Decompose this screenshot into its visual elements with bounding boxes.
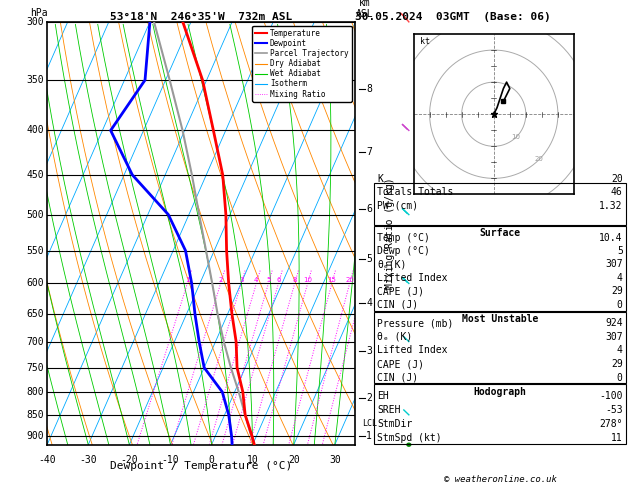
Text: 0: 0 <box>617 373 623 382</box>
Text: 15: 15 <box>328 278 337 283</box>
Text: 10: 10 <box>512 134 521 139</box>
Text: 30: 30 <box>329 455 341 465</box>
Text: Lifted Index: Lifted Index <box>377 273 448 283</box>
Text: Mixing Ratio (g/kg): Mixing Ratio (g/kg) <box>385 177 395 289</box>
X-axis label: Dewpoint / Temperature (°C): Dewpoint / Temperature (°C) <box>110 461 292 471</box>
Text: 300: 300 <box>26 17 44 27</box>
Text: 600: 600 <box>26 278 44 288</box>
Text: -30: -30 <box>79 455 97 465</box>
Text: 4: 4 <box>617 346 623 355</box>
Text: CIN (J): CIN (J) <box>377 373 418 382</box>
Text: PW (cm): PW (cm) <box>377 201 418 210</box>
Text: 8: 8 <box>366 84 372 94</box>
Text: 650: 650 <box>26 309 44 319</box>
Text: 400: 400 <box>26 125 44 136</box>
Text: Totals Totals: Totals Totals <box>377 187 454 197</box>
Text: 4: 4 <box>254 278 259 283</box>
Text: 700: 700 <box>26 337 44 347</box>
Text: 10: 10 <box>247 455 259 465</box>
Text: CAPE (J): CAPE (J) <box>377 286 425 296</box>
Text: 3: 3 <box>366 346 372 356</box>
Text: 350: 350 <box>26 75 44 85</box>
Text: StmDir: StmDir <box>377 419 413 429</box>
Text: θₑ (K): θₑ (K) <box>377 332 413 342</box>
Text: LCL: LCL <box>362 419 377 428</box>
Text: K: K <box>377 174 383 184</box>
Text: 46: 46 <box>611 187 623 197</box>
Text: 750: 750 <box>26 363 44 373</box>
Text: 29: 29 <box>611 359 623 369</box>
Text: -40: -40 <box>38 455 56 465</box>
Text: km
ASL: km ASL <box>356 0 374 19</box>
Text: Most Unstable: Most Unstable <box>462 314 538 324</box>
Text: hPa: hPa <box>30 8 48 17</box>
Text: © weatheronline.co.uk: © weatheronline.co.uk <box>443 474 557 484</box>
Text: 1: 1 <box>366 432 372 441</box>
Text: Temp (°C): Temp (°C) <box>377 233 430 243</box>
Text: -100: -100 <box>599 391 623 401</box>
Text: 8: 8 <box>292 278 297 283</box>
Text: StmSpd (kt): StmSpd (kt) <box>377 433 442 443</box>
Text: 4: 4 <box>366 298 372 308</box>
Legend: Temperature, Dewpoint, Parcel Trajectory, Dry Adiabat, Wet Adiabat, Isotherm, Mi: Temperature, Dewpoint, Parcel Trajectory… <box>252 26 352 102</box>
Text: 20: 20 <box>534 156 543 162</box>
Text: kt: kt <box>420 36 430 46</box>
Text: 5: 5 <box>366 254 372 264</box>
Text: -53: -53 <box>605 405 623 415</box>
Text: 10: 10 <box>303 278 312 283</box>
Text: 900: 900 <box>26 432 44 441</box>
Text: 30.05.2024  03GMT  (Base: 06): 30.05.2024 03GMT (Base: 06) <box>355 12 551 22</box>
Text: 2: 2 <box>366 393 372 402</box>
Text: CIN (J): CIN (J) <box>377 300 418 310</box>
Text: 278°: 278° <box>599 419 623 429</box>
Text: Pressure (mb): Pressure (mb) <box>377 318 454 328</box>
Text: 550: 550 <box>26 245 44 256</box>
Text: 500: 500 <box>26 209 44 220</box>
Text: 0: 0 <box>209 455 214 465</box>
Text: 1.32: 1.32 <box>599 201 623 210</box>
Text: 5: 5 <box>617 246 623 256</box>
Text: 20: 20 <box>345 278 354 283</box>
Text: 3: 3 <box>239 278 243 283</box>
Text: 6: 6 <box>276 278 281 283</box>
Text: 20: 20 <box>288 455 299 465</box>
Text: 307: 307 <box>605 260 623 269</box>
Text: 924: 924 <box>605 318 623 328</box>
Text: 0: 0 <box>617 300 623 310</box>
Text: 2: 2 <box>218 278 223 283</box>
Text: Surface: Surface <box>479 228 521 239</box>
Text: 1: 1 <box>185 278 189 283</box>
Text: Lifted Index: Lifted Index <box>377 346 448 355</box>
Text: CAPE (J): CAPE (J) <box>377 359 425 369</box>
Text: Dewp (°C): Dewp (°C) <box>377 246 430 256</box>
Text: 450: 450 <box>26 170 44 180</box>
Text: 6: 6 <box>366 204 372 214</box>
Text: EH: EH <box>377 391 389 401</box>
Text: 307: 307 <box>605 332 623 342</box>
Text: 20: 20 <box>611 174 623 184</box>
Text: 4: 4 <box>617 273 623 283</box>
Text: -10: -10 <box>162 455 179 465</box>
Text: 800: 800 <box>26 387 44 397</box>
Text: 10.4: 10.4 <box>599 233 623 243</box>
Text: -20: -20 <box>121 455 138 465</box>
Text: 53°18'N  246°35'W  732m ASL: 53°18'N 246°35'W 732m ASL <box>110 12 292 22</box>
Text: 5: 5 <box>266 278 270 283</box>
Text: Hodograph: Hodograph <box>474 387 526 397</box>
Text: 7: 7 <box>366 147 372 157</box>
Text: 29: 29 <box>611 286 623 296</box>
Text: 11: 11 <box>611 433 623 443</box>
Text: SREH: SREH <box>377 405 401 415</box>
Text: θₑ(K): θₑ(K) <box>377 260 407 269</box>
Text: 850: 850 <box>26 410 44 420</box>
